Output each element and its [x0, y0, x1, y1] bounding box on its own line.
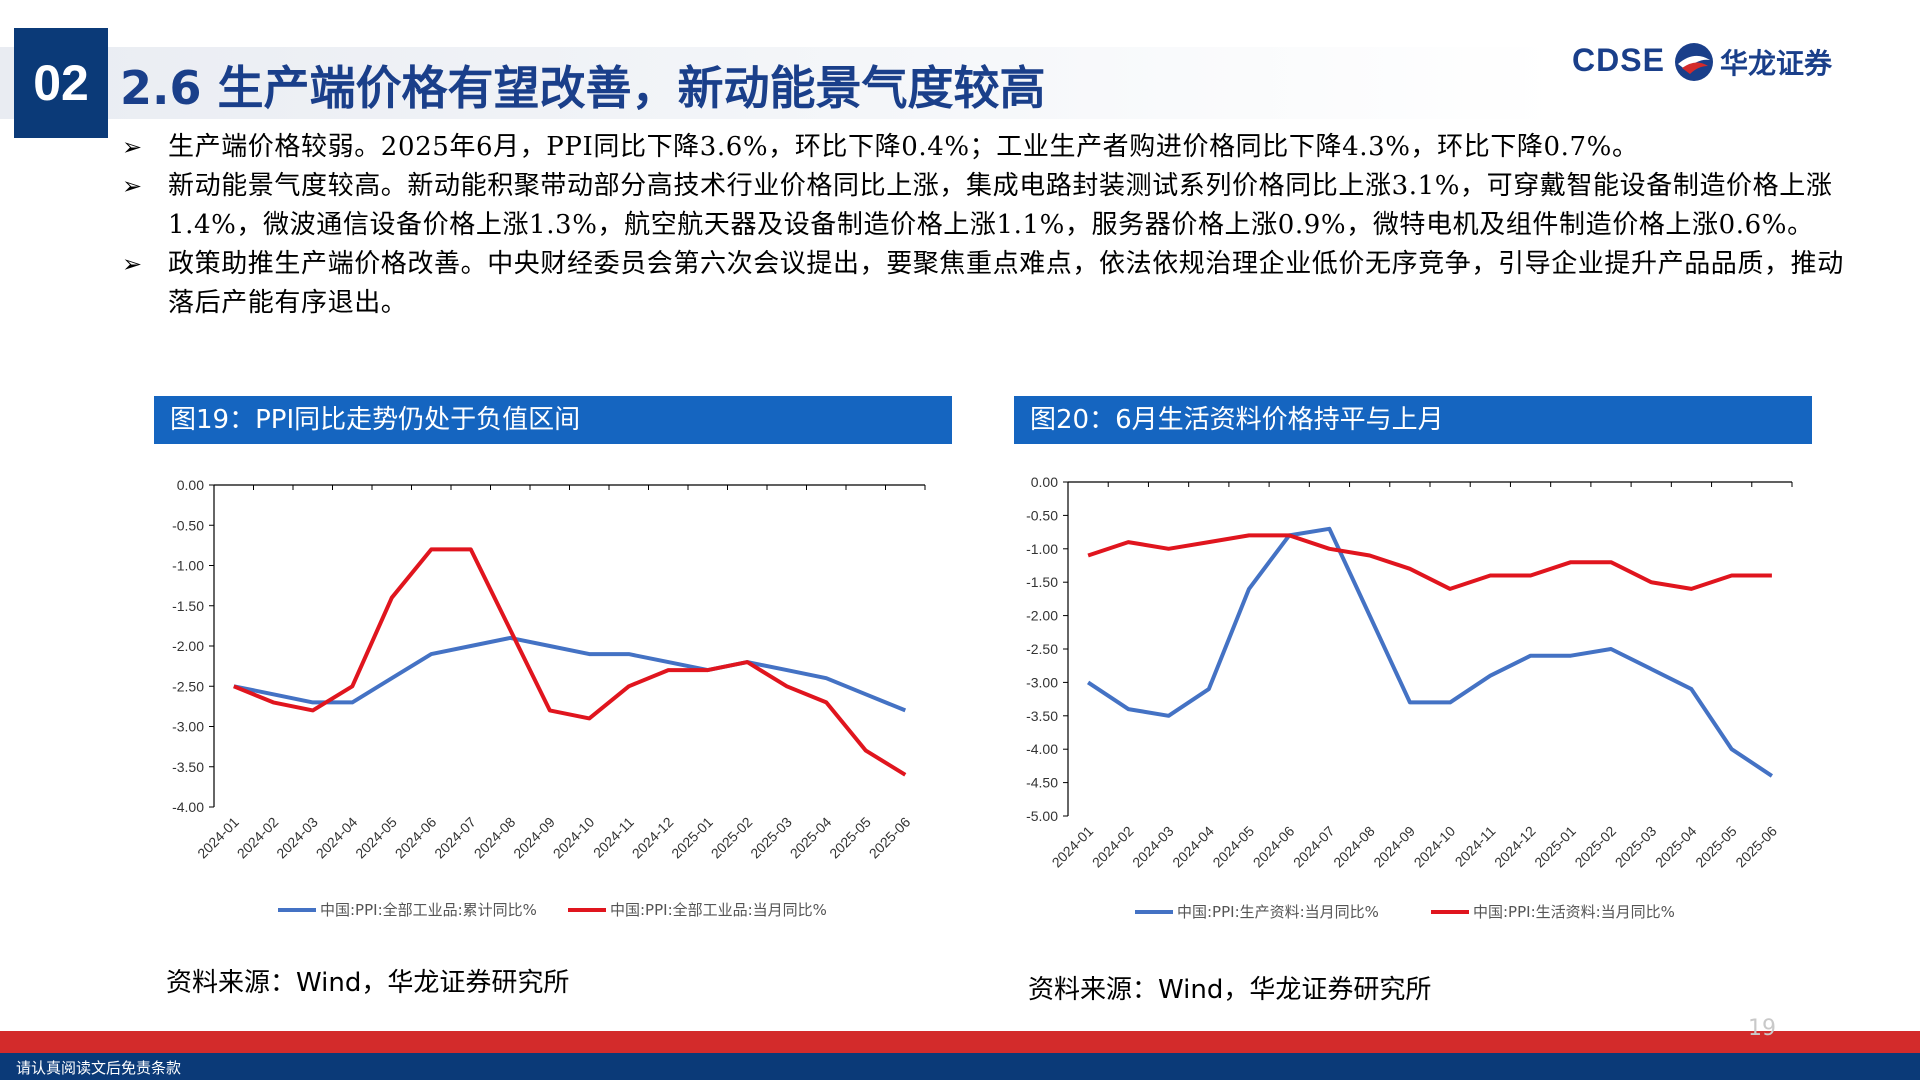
y-tick-label: -3.50 [1026, 708, 1058, 724]
chart-ppi-production-living: 0.00 -0.50 -1.00 -1.50 -2.00 -2.50 -3.00 -3.50 -… [1026, 474, 1793, 921]
legend-label: 中国:PPI:生产资料:当月同比% [1177, 903, 1379, 921]
figure-20-source: 资料来源：Wind，华龙证券研究所 [1028, 975, 1432, 1005]
x-tick-label: 2024-02 [234, 814, 282, 862]
x-tick-label: 2025-03 [1612, 823, 1660, 871]
x-tick-label: 2025-05 [826, 814, 874, 862]
y-tick-label: -4.00 [172, 799, 204, 815]
chart-ppi-yoy: 0.00 -0.50 -1.00 -1.50 -2.00 -2.50 -3.00 -3.50 -… [172, 477, 926, 919]
bullet-item: ➢ 政策助推生产端价格改善。中央财经委员会第六次会议提出，要聚焦重点难点，依法依… [122, 245, 1852, 323]
bullet-text: 政策助推生产端价格改善。中央财经委员会第六次会议提出，要聚焦重点难点，依法依规治… [168, 249, 1844, 318]
figure-19-source: 资料来源：Wind，华龙证券研究所 [166, 968, 570, 998]
x-tick-label: 2024-05 [1209, 823, 1257, 871]
header-band [0, 47, 1560, 119]
x-tick-label: 2024-08 [471, 814, 519, 862]
y-tick-label: -0.50 [1026, 507, 1058, 523]
bullet-item: ➢ 新动能景气度较高。新动能积聚带动部分高技术行业价格同比上涨，集成电路封装测试… [122, 167, 1852, 245]
legend-label: 中国:PPI:全部工业品:累计同比% [320, 901, 537, 919]
footer-red-bar [0, 1031, 1920, 1053]
x-tick-label: 2024-09 [510, 814, 558, 862]
x-tick-label: 2024-08 [1330, 823, 1378, 871]
disclaimer-text: 请认真阅读文后免责条款 [16, 1059, 182, 1077]
x-tick-label: 2025-02 [708, 814, 756, 862]
x-tick-label: 2025-04 [787, 814, 835, 862]
x-tick-label: 2024-01 [194, 814, 242, 862]
y-tick-label: -1.00 [172, 558, 204, 574]
x-tick-label: 2024-12 [629, 814, 677, 862]
logo-mark-icon [1675, 43, 1713, 81]
company-logo: CDSE 华龙证券 [1572, 40, 1892, 82]
y-tick-label: -2.50 [172, 678, 204, 694]
y-tick-label: -3.00 [172, 719, 204, 735]
legend-label: 中国:PPI:生活资料:当月同比% [1473, 903, 1675, 921]
bullet-list: ➢ 生产端价格较弱。2025年6月，PPI同比下降3.6%，环比下降0.4%；工… [122, 128, 1852, 323]
series-line-2 [233, 547, 907, 777]
legend-label: 中国:PPI:全部工业品:当月同比% [610, 901, 827, 919]
x-tick-label: 2024-07 [431, 814, 479, 862]
x-tick-label: 2024-06 [1250, 823, 1298, 871]
y-tick-label: -1.00 [1026, 541, 1058, 557]
logo-cn-text: 华龙证券 [1720, 47, 1833, 80]
series-line-2 [1087, 533, 1772, 591]
x-tick-label: 2024-04 [1169, 823, 1217, 871]
arrow-bullet-icon: ➢ [122, 172, 143, 200]
series-line-1 [233, 635, 907, 713]
y-tick-label: -3.50 [172, 759, 204, 775]
footer-blue-bar [0, 1053, 1920, 1080]
x-tick-label: 2025-03 [747, 814, 795, 862]
bullet-text: 新动能景气度较高。新动能积聚带动部分高技术行业价格同比上涨，集成电路封装测试系列… [168, 171, 1833, 240]
x-tick-label: 2024-10 [1411, 823, 1459, 871]
x-tick-label: 2025-04 [1652, 823, 1700, 871]
page-number: 19 [1748, 1016, 1776, 1041]
y-tick-label: -1.50 [172, 598, 204, 614]
x-tick-label: 2024-05 [352, 814, 400, 862]
y-tick-label: 0.00 [1031, 474, 1058, 490]
x-tick-label: 2025-06 [866, 814, 914, 862]
x-tick-label: 2025-02 [1571, 823, 1619, 871]
page-title: 2.6 生产端价格有望改善，新动能景气度较高 [120, 61, 1046, 115]
x-tick-label: 2024-12 [1491, 823, 1539, 871]
y-tick-label: -4.00 [1026, 741, 1058, 757]
y-tick-label: -2.00 [172, 638, 204, 654]
series-line-1 [1086, 526, 1774, 778]
arrow-bullet-icon: ➢ [122, 133, 143, 161]
figure-19-title: 图19：PPI同比走势仍处于负值区间 [154, 396, 952, 444]
x-tick-label: 2024-11 [1452, 823, 1499, 870]
x-tick-label: 2025-01 [1531, 823, 1579, 871]
section-number: 02 [14, 28, 108, 138]
x-tick-label: 2024-03 [273, 814, 321, 862]
x-tick-label: 2024-07 [1290, 823, 1338, 871]
x-tick-label: 2025-01 [668, 814, 716, 862]
y-tick-label: -1.50 [1026, 574, 1058, 590]
x-tick-label: 2025-05 [1692, 823, 1740, 871]
y-tick-label: -2.00 [1026, 608, 1058, 624]
x-tick-label: 2024-09 [1370, 823, 1418, 871]
x-tick-label: 2024-06 [392, 814, 440, 862]
x-tick-label: 2024-11 [590, 814, 637, 861]
y-tick-label: -3.00 [1026, 674, 1058, 690]
logo-text: CDSE [1572, 42, 1665, 78]
x-tick-label: 2024-03 [1129, 823, 1177, 871]
y-tick-label: 0.00 [177, 477, 204, 493]
x-tick-label: 2024-01 [1049, 823, 1097, 871]
y-tick-label: -0.50 [172, 517, 204, 533]
bullet-item: ➢ 生产端价格较弱。2025年6月，PPI同比下降3.6%，环比下降0.4%；工… [122, 128, 1852, 167]
bullet-text: 生产端价格较弱。2025年6月，PPI同比下降3.6%，环比下降0.4%；工业生… [168, 132, 1639, 162]
y-tick-label: -2.50 [1026, 641, 1058, 657]
x-tick-label: 2025-06 [1732, 823, 1780, 871]
figure-20-title: 图20：6月生活资料价格持平与上月 [1014, 396, 1812, 444]
x-tick-label: 2024-02 [1089, 823, 1137, 871]
y-tick-label: -5.00 [1026, 808, 1058, 824]
x-tick-label: 2024-10 [550, 814, 598, 862]
y-tick-label: -4.50 [1026, 775, 1058, 791]
arrow-bullet-icon: ➢ [122, 250, 143, 278]
x-tick-label: 2024-04 [313, 814, 361, 862]
